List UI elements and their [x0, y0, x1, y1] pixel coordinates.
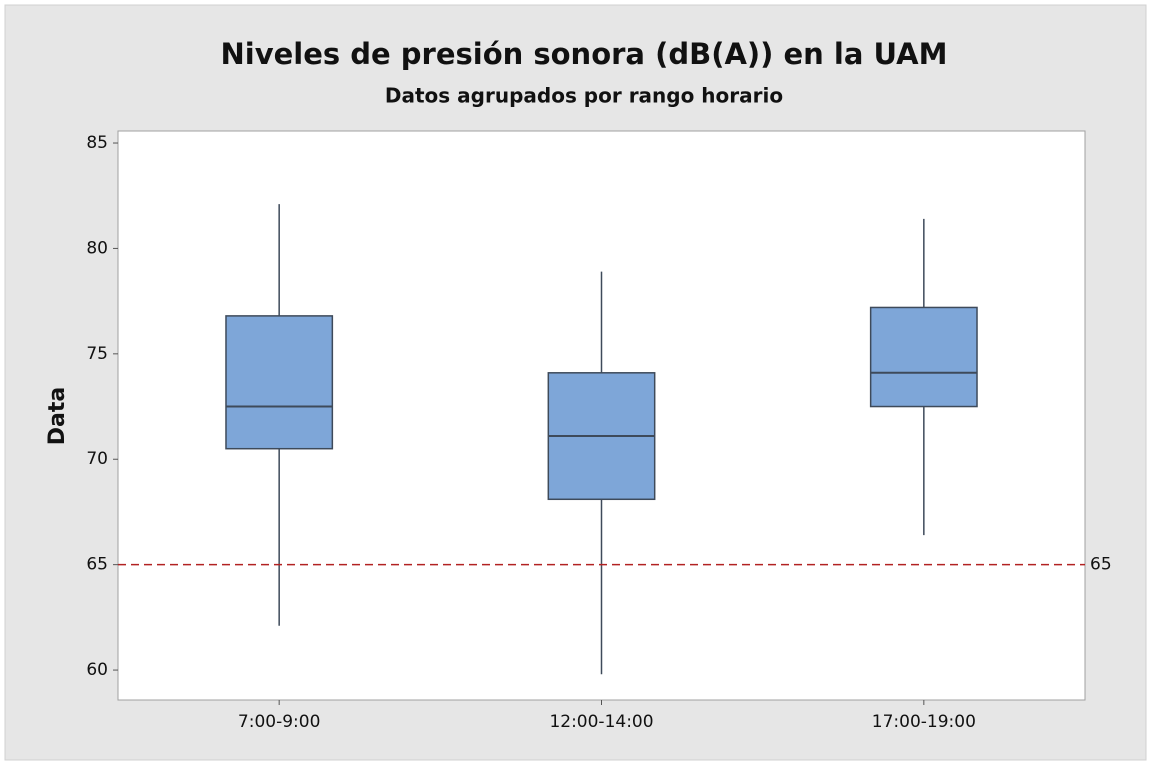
- box: [225, 315, 334, 450]
- chart-title: Niveles de presión sonora (dB(A)) en la …: [221, 37, 948, 71]
- box: [869, 306, 978, 408]
- reference-line-label: 65: [1090, 555, 1112, 575]
- y-tick-label: 75: [86, 344, 108, 364]
- y-axis-label: Data: [45, 387, 70, 445]
- chart-subtitle: Datos agrupados por rango horario: [385, 84, 783, 108]
- y-tick-label: 65: [86, 555, 108, 575]
- x-tick-label: 7:00-9:00: [238, 712, 321, 732]
- x-tick-label: 12:00-14:00: [549, 712, 653, 732]
- y-tick-label: 80: [86, 238, 108, 258]
- y-tick-label: 60: [86, 660, 108, 680]
- x-tick-label: 17:00-19:00: [872, 712, 976, 732]
- y-tick-label: 85: [86, 133, 108, 153]
- y-tick-label: 70: [86, 449, 108, 469]
